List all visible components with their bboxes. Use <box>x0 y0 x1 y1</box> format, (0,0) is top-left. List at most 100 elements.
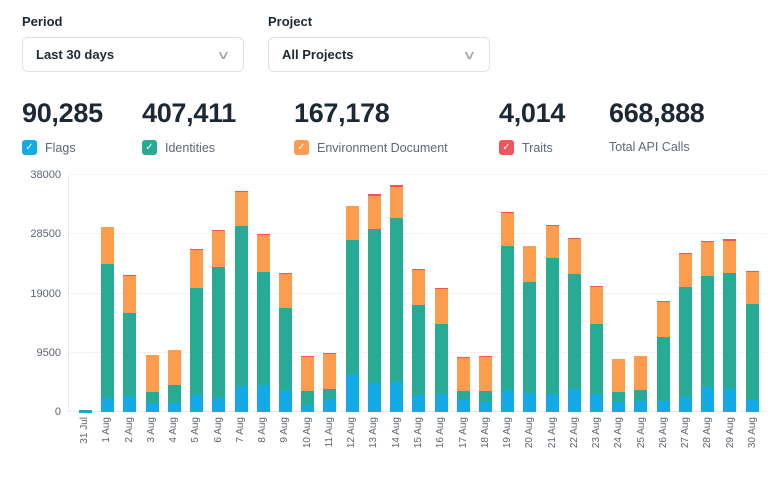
bar-segment <box>256 233 270 235</box>
bar-segment <box>367 196 381 229</box>
bar-segment <box>723 238 737 241</box>
bar-segment <box>745 272 759 304</box>
chart-bar[interactable] <box>390 185 404 412</box>
bar-segment <box>545 224 559 226</box>
chart-bar[interactable] <box>545 224 559 412</box>
chart-bar[interactable] <box>101 226 115 412</box>
bar-segment <box>167 350 181 386</box>
stat-value: 407,411 <box>142 98 237 128</box>
identities-checkbox[interactable]: ✓ <box>142 140 157 155</box>
bar-segment <box>701 275 715 388</box>
chart-bar[interactable] <box>323 353 337 412</box>
y-tick-label: 0 <box>54 406 61 418</box>
bar-segment <box>190 287 204 396</box>
bar-segment <box>501 211 515 214</box>
x-tick-label: 25 Aug <box>635 417 647 449</box>
chart-bar[interactable] <box>590 286 604 412</box>
bar-segment <box>367 382 381 412</box>
bar-segment <box>545 258 559 394</box>
bar-segment <box>345 206 359 240</box>
period-select-value: Last 30 days <box>36 47 115 62</box>
traits-checkbox[interactable]: ✓ <box>499 140 514 155</box>
chart-bar[interactable] <box>723 238 737 412</box>
chart-bar[interactable] <box>701 240 715 412</box>
bar-segment <box>478 402 492 412</box>
x-tick-label: 4 Aug <box>168 417 180 443</box>
bar-segment <box>567 388 581 412</box>
x-tick-label: 2 Aug <box>123 417 135 443</box>
environment-document-checkbox[interactable]: ✓ <box>294 140 309 155</box>
bar-segment <box>212 229 226 231</box>
x-tick-label: 5 Aug <box>190 417 202 443</box>
project-select[interactable]: All Projects ∨ <box>268 37 490 72</box>
chart-bar[interactable] <box>145 354 159 412</box>
chart-bar[interactable] <box>478 356 492 412</box>
bar-segment <box>101 397 115 412</box>
period-select[interactable]: Last 30 days ∨ <box>22 37 244 72</box>
chart-bar[interactable] <box>612 358 626 412</box>
chart-bar[interactable] <box>278 272 292 412</box>
chart-bar[interactable] <box>190 249 204 412</box>
flags-checkbox[interactable]: ✓ <box>22 140 37 155</box>
chart-bar[interactable] <box>345 205 359 412</box>
bar-segment <box>278 272 292 274</box>
chart-bar[interactable] <box>212 229 226 412</box>
stat-value: 90,285 <box>22 98 103 128</box>
stat-label: Environment Document <box>317 140 448 155</box>
chart-bar[interactable] <box>678 253 692 412</box>
bar-segment <box>390 381 404 412</box>
x-tick-label: 18 Aug <box>479 417 491 449</box>
stat-traits: 4,014 ✓ Traits <box>499 98 609 155</box>
bar-segment <box>434 287 448 289</box>
stat-flags: 90,285 ✓ Flags <box>22 98 142 155</box>
bar-segment <box>501 390 515 412</box>
bar-segment <box>167 385 181 403</box>
bar-segment <box>745 303 759 401</box>
chart-bar[interactable] <box>256 233 270 412</box>
bar-segment <box>301 404 315 412</box>
x-tick-label: 14 Aug <box>390 417 402 449</box>
chart-bar[interactable] <box>367 194 381 412</box>
chart-bar[interactable] <box>656 300 670 412</box>
stat-label: Total API Calls <box>609 140 690 154</box>
chart-plot-area: 0 9500 19000 28500 38000 <box>30 169 766 418</box>
bar-segment <box>523 246 537 282</box>
x-tick-label: 8 Aug <box>257 417 269 443</box>
chart-bar[interactable] <box>634 355 648 412</box>
chart-bar[interactable] <box>301 356 315 412</box>
chart-bar[interactable] <box>79 410 92 412</box>
bar-segment <box>478 356 492 391</box>
chart-bar[interactable] <box>234 190 248 412</box>
chart-bar[interactable] <box>523 245 537 412</box>
chart-bar[interactable] <box>745 271 759 412</box>
chart-bar[interactable] <box>501 211 515 412</box>
bar-segment <box>278 307 292 390</box>
chart-bar[interactable] <box>412 269 426 412</box>
bar-segment <box>656 301 670 338</box>
period-label: Period <box>22 14 63 29</box>
bar-segment <box>634 401 648 412</box>
chart-bar[interactable] <box>456 357 470 412</box>
bar-segment <box>145 392 159 403</box>
bar-segment <box>234 385 248 412</box>
chart-bar[interactable] <box>434 287 448 412</box>
chart-bar[interactable] <box>567 237 581 412</box>
y-tick-label: 28500 <box>30 228 61 241</box>
x-tick-label: 15 Aug <box>412 417 424 449</box>
chevron-down-icon: ∨ <box>462 47 477 62</box>
chart-bar[interactable] <box>167 349 181 412</box>
bar-segment <box>145 355 159 393</box>
stat-environment-document: 167,178 ✓ Environment Document <box>294 98 499 155</box>
bar-segment <box>212 267 226 399</box>
bar-segment <box>523 245 537 247</box>
x-tick-label: 28 Aug <box>702 417 714 449</box>
bar-segment <box>167 402 181 412</box>
bar-segment <box>123 313 137 397</box>
bar-segment <box>678 253 692 288</box>
y-tick-label: 19000 <box>30 287 61 300</box>
bar-segment <box>678 397 692 412</box>
chart-bar[interactable] <box>123 275 137 412</box>
bar-segment <box>434 324 448 394</box>
stat-label: Traits <box>522 140 553 155</box>
